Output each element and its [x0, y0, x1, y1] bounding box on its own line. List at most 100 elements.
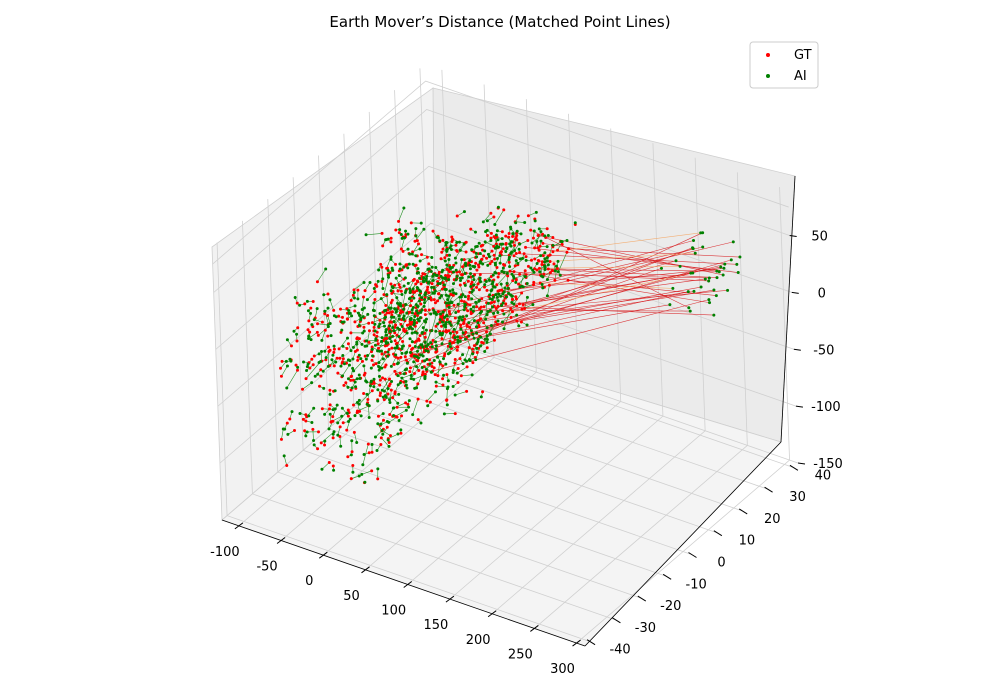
match-line	[312, 429, 314, 441]
ai-point	[341, 374, 345, 378]
ai-point	[350, 439, 354, 443]
gt-point	[548, 259, 552, 263]
gt-point	[462, 322, 466, 326]
gt-point	[555, 267, 559, 271]
ai-point	[322, 386, 326, 390]
ai-point	[573, 221, 577, 225]
gt-point	[412, 372, 416, 376]
ai-point	[347, 308, 351, 312]
gt-point	[307, 319, 311, 323]
gt-point	[511, 297, 515, 301]
ai-point	[420, 331, 424, 335]
gt-point	[484, 330, 488, 334]
ai-point	[429, 341, 433, 345]
ai-point	[500, 269, 504, 273]
ai-point	[361, 315, 365, 319]
ai-point	[509, 240, 513, 244]
gt-point	[439, 257, 443, 261]
match-line	[518, 276, 526, 285]
ai-point	[671, 286, 675, 290]
x-tick-label: 50	[343, 589, 360, 604]
ai-point	[501, 266, 505, 270]
ai-point	[402, 307, 406, 311]
gt-point	[537, 266, 541, 270]
ai-point	[458, 315, 462, 319]
ai-point	[418, 276, 422, 280]
ai-point	[395, 362, 399, 366]
gt-point	[393, 390, 397, 394]
gt-point	[413, 290, 417, 294]
match-line	[473, 274, 481, 286]
gt-point	[485, 288, 489, 292]
gt-point	[370, 345, 374, 349]
ai-point	[469, 307, 473, 311]
match-line	[469, 349, 473, 360]
ai-point	[391, 326, 395, 330]
ai-point	[410, 327, 414, 331]
x-tick	[487, 610, 497, 618]
match-line	[402, 292, 406, 306]
ai-point	[432, 359, 436, 363]
gt-point	[495, 283, 499, 287]
ai-point	[426, 343, 430, 347]
gt-point	[431, 339, 435, 343]
ai-point	[476, 321, 480, 325]
ai-point	[699, 231, 703, 235]
ai-point	[416, 317, 420, 321]
gt-point	[370, 389, 374, 393]
y-tick	[738, 508, 748, 515]
ai-point	[726, 288, 730, 292]
gt-point	[393, 283, 397, 287]
gt-point	[438, 320, 442, 324]
match-line	[357, 402, 360, 412]
match-line	[547, 285, 550, 296]
gt-point	[288, 417, 292, 421]
ai-point	[399, 428, 403, 432]
gt-point	[455, 214, 459, 218]
ai-point	[355, 377, 359, 381]
ai-point	[454, 311, 458, 315]
gt-point	[502, 208, 506, 212]
ai-point	[417, 345, 421, 349]
gt-point	[393, 369, 397, 373]
gt-point	[402, 327, 406, 331]
ai-point	[429, 269, 433, 273]
gt-point	[349, 388, 353, 392]
ai-point	[408, 252, 412, 256]
ai-point	[717, 270, 721, 274]
ai-point	[485, 340, 489, 344]
ai-point	[689, 271, 693, 275]
gt-point	[494, 307, 498, 311]
ai-point	[428, 362, 432, 366]
ai-point	[424, 291, 428, 295]
ai-point	[532, 229, 536, 233]
match-line	[552, 232, 701, 253]
ai-point	[352, 290, 356, 294]
gt-point	[452, 341, 456, 345]
ai-point	[312, 438, 316, 442]
ai-point	[429, 370, 433, 374]
ai-point	[355, 340, 359, 344]
gt-point	[551, 250, 555, 254]
gt-point	[392, 362, 396, 366]
y-tick-label: 20	[764, 512, 781, 527]
ai-point	[453, 256, 457, 260]
gt-point	[385, 311, 389, 315]
ai-point	[284, 359, 288, 363]
ai-point	[446, 385, 450, 389]
ai-point	[455, 371, 459, 375]
gt-point	[518, 250, 522, 254]
ai-point	[464, 262, 468, 266]
ai-point	[443, 315, 447, 319]
ai-point	[525, 323, 529, 327]
gt-point	[478, 272, 482, 276]
gt-point	[311, 299, 315, 303]
gt-point	[566, 278, 570, 282]
gt-point	[402, 380, 406, 384]
ai-point	[493, 261, 497, 265]
gt-point	[349, 378, 353, 382]
gt-point	[349, 331, 353, 335]
legend: GT AI	[749, 41, 819, 89]
ai-point	[432, 311, 436, 315]
gt-point	[490, 260, 494, 264]
